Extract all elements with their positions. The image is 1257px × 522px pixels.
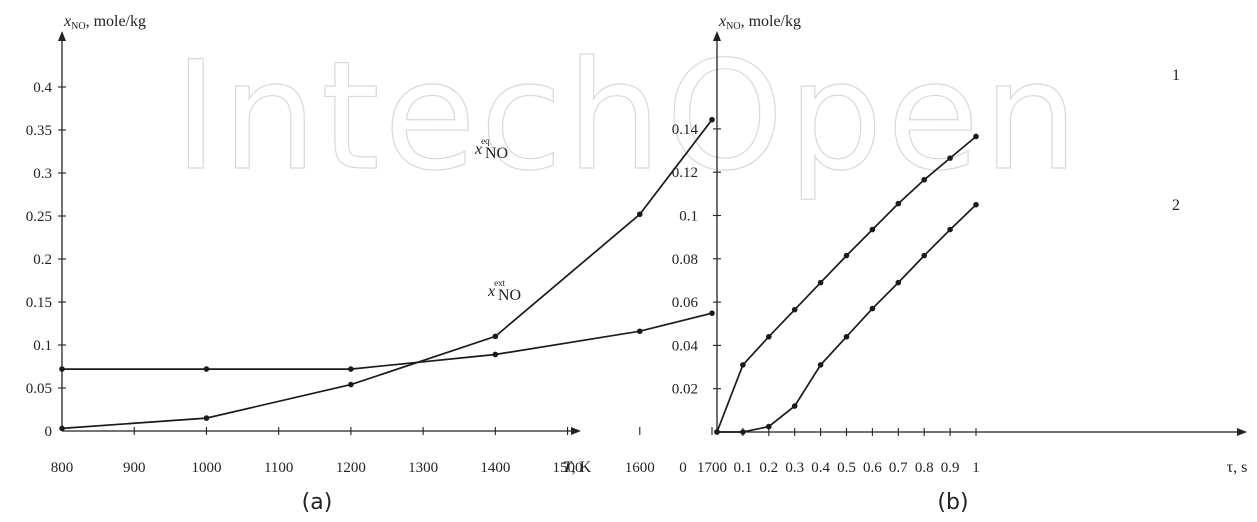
- chart-a-x-axis-arrow: [571, 427, 581, 435]
- chart-a-y-tick-label: 0.4: [33, 80, 52, 96]
- chart-a-y-tick-label: 0.25: [26, 209, 52, 225]
- chart-b-data-point-2: [766, 423, 772, 430]
- chart-a-x-tick-label: 1600: [625, 460, 655, 476]
- chart-a-y-tick-label: 0.05: [26, 381, 52, 397]
- chart-a-data-point-ext: [492, 351, 499, 358]
- chart-a-x-tick-label: 1500: [553, 460, 583, 476]
- chart-a-y-axis-arrow: [58, 31, 66, 41]
- chart-b-x-axis-label: τ, s: [1227, 459, 1248, 476]
- chart-a-data-point-eq: [59, 425, 65, 432]
- chart-a-data-point-ext: [348, 366, 354, 372]
- chart-b-x-tick-label: 0.7: [889, 460, 908, 476]
- chart-b-x-tick-label: 0.2: [759, 460, 778, 476]
- chart-b-y-axis-label: xNO, mole/kg: [718, 13, 801, 32]
- chart-a: xNO, mole/kg 0 0.05 0.1 0.15 0.2 0.25 0.3 0.35 0.…: [26, 13, 727, 515]
- chart-b-origin-label: 0: [679, 460, 687, 476]
- chart-a-series-line-eq: [61, 119, 713, 430]
- chart-b-y-tick-label: 0.12: [672, 165, 698, 181]
- chart-b-data-point-2: [714, 429, 720, 435]
- chart-a-series-line-ext: [62, 312, 713, 370]
- chart-b-x-tick-label: 0.4: [811, 460, 830, 476]
- chart-b-data-point-2: [740, 429, 746, 435]
- chart-a-data-point-ext: [709, 310, 715, 316]
- chart-b-x-tick-label: 0.1: [734, 460, 753, 476]
- chart-a-y-tick-label: 0.35: [26, 123, 52, 139]
- chart-a-series-label-sub-ext: NO: [498, 287, 521, 304]
- chart-b-data-point-1: [791, 306, 798, 313]
- chart-b-y-tick-label: 0.02: [672, 382, 698, 398]
- chart-a-y-tick-label: 0.15: [26, 295, 52, 311]
- chart-b-x-tick-label: 0.3: [785, 460, 804, 476]
- chart-b-x-tick-label: 0.8: [915, 460, 934, 476]
- chart-b-data-point-2: [947, 226, 953, 233]
- chart-b-data-point-1: [895, 200, 902, 207]
- chart-a-x-tick-label: 1300: [408, 460, 438, 476]
- chart-b-data-point-2: [921, 252, 927, 259]
- chart-a-data-point-eq: [492, 333, 499, 340]
- chart-a-series-label-sub-eq: NO: [485, 145, 508, 162]
- chart-b-data-point-1: [740, 362, 746, 368]
- chart-a-series-label-eq: xeq: [474, 136, 490, 158]
- chart-b-y-tick-label: 0.04: [672, 338, 699, 354]
- chart-b-data-point-2: [973, 201, 979, 208]
- chart-a-data-point-eq: [636, 211, 643, 218]
- chart-b-data-point-1: [766, 333, 772, 340]
- chart-b-panel-label: (b): [937, 490, 968, 515]
- chart-b-data-point-2: [869, 305, 876, 312]
- chart-a-data-point-ext: [636, 328, 643, 335]
- chart-a-x-tick-label: 900: [123, 460, 146, 476]
- chart-b-x-axis-arrow: [1237, 428, 1247, 436]
- chart-b-y-tick-label: 0.14: [672, 122, 699, 138]
- chart-b-x-tick-label: 0.9: [941, 460, 960, 476]
- chart-b-y-tick-label: 0.06: [672, 295, 699, 311]
- chart-a-x-tick-label: 1100: [264, 460, 293, 476]
- chart-b-series-line-2: [717, 204, 977, 433]
- chart-b-data-point-1: [843, 252, 850, 259]
- watermark-text: IntechOpen: [174, 30, 1083, 204]
- chart-b-data-point-2: [895, 279, 902, 286]
- chart-a-y-tick-label: 0.1: [33, 338, 52, 354]
- chart-a-y-tick-label: 0.3: [33, 166, 52, 182]
- chart-b-y-tick-label: 0.08: [672, 252, 698, 268]
- chart-b-data-point-1: [947, 155, 953, 161]
- chart-a-data-point-eq: [709, 116, 715, 123]
- chart-b: xNO, mole/kg0.020.040.060.080.10.120.140…: [672, 13, 1248, 515]
- chart-a-x-tick-label: 1700: [697, 460, 727, 476]
- chart-a-series-label-ext: xext: [487, 278, 506, 300]
- chart-a-panel-label: (a): [302, 490, 333, 515]
- chart-b-x-tick-label: 0.6: [863, 460, 882, 476]
- chart-b-data-point-1: [973, 133, 979, 140]
- chart-b-series-label-1: 1: [1172, 67, 1180, 84]
- chart-a-x-tick-label: 1400: [480, 460, 510, 476]
- chart-b-data-point-2: [843, 333, 850, 340]
- chart-a-x-tick-label: 1200: [336, 460, 366, 476]
- chart-b-data-point-2: [817, 362, 824, 368]
- chart-b-x-tick-label: 0.5: [837, 460, 856, 476]
- chart-a-y-tick-label: 0.2: [33, 252, 52, 268]
- chart-b-y-tick-label: 0.1: [679, 209, 698, 225]
- chart-a-y-tick-label: 0: [45, 424, 53, 440]
- chart-a-data-point-ext: [59, 366, 65, 372]
- chart-b-data-point-1: [869, 226, 876, 233]
- chart-b-data-point-1: [921, 176, 927, 183]
- chart-a-x-tick-label: 1000: [191, 460, 221, 476]
- chart-b-data-point-1: [817, 279, 824, 286]
- chart-b-series-label-2: 2: [1172, 197, 1180, 214]
- chart-a-data-point-ext: [203, 366, 210, 372]
- chart-a-data-point-eq: [203, 415, 210, 421]
- chart-b-y-axis-arrow: [713, 31, 721, 41]
- chart-a-data-point-eq: [348, 381, 354, 388]
- chart-a-x-tick-label: 800: [51, 460, 74, 476]
- chart-a-y-axis-label: xNO, mole/kg: [63, 13, 146, 32]
- chart-b-data-point-2: [791, 403, 798, 409]
- chart-a-x-axis-label: T, K: [563, 459, 592, 476]
- chart-b-x-tick-label: 1: [972, 460, 980, 476]
